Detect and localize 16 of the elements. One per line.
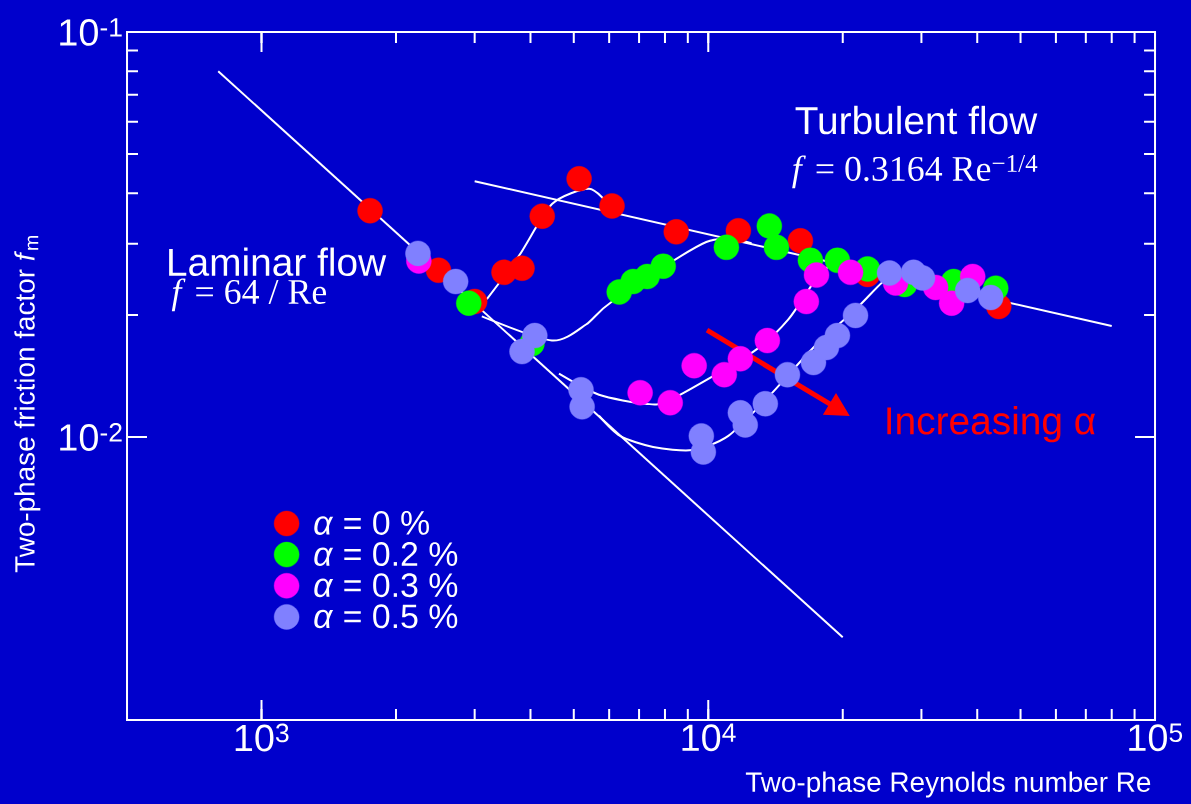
x-tick-label: 10$^{3}$: [235, 723, 289, 752]
legend-label: α = 0 %: [314, 510, 429, 535]
y-axis-title: Two-phase friction factor f$_{m}$: [14, 236, 41, 573]
x-axis-title: Two-phase Reynolds number Re: [745, 771, 1151, 798]
annotation: Increasing α: [887, 406, 1096, 443]
x-tick-label: 10$^{4}$: [682, 723, 736, 752]
x-tick-label: 10$^{5}$: [1129, 723, 1183, 752]
legend-label: α = 0.3 %: [314, 573, 458, 598]
annotation: f = 0.3164 Re$^{−1/4}$: [792, 155, 1038, 189]
annotation: Laminar flow: [169, 247, 387, 277]
legend-label: α = 0.5 %: [314, 604, 458, 629]
annotation: Turbulent flow: [795, 105, 1038, 135]
y-tick-label: 10$^{-2}$: [60, 423, 122, 451]
y-tick-label: 10$^{-1}$: [60, 18, 122, 46]
legend-label: α = 0.2 %: [314, 542, 458, 567]
annotation: f = 64 / Re: [171, 278, 327, 312]
